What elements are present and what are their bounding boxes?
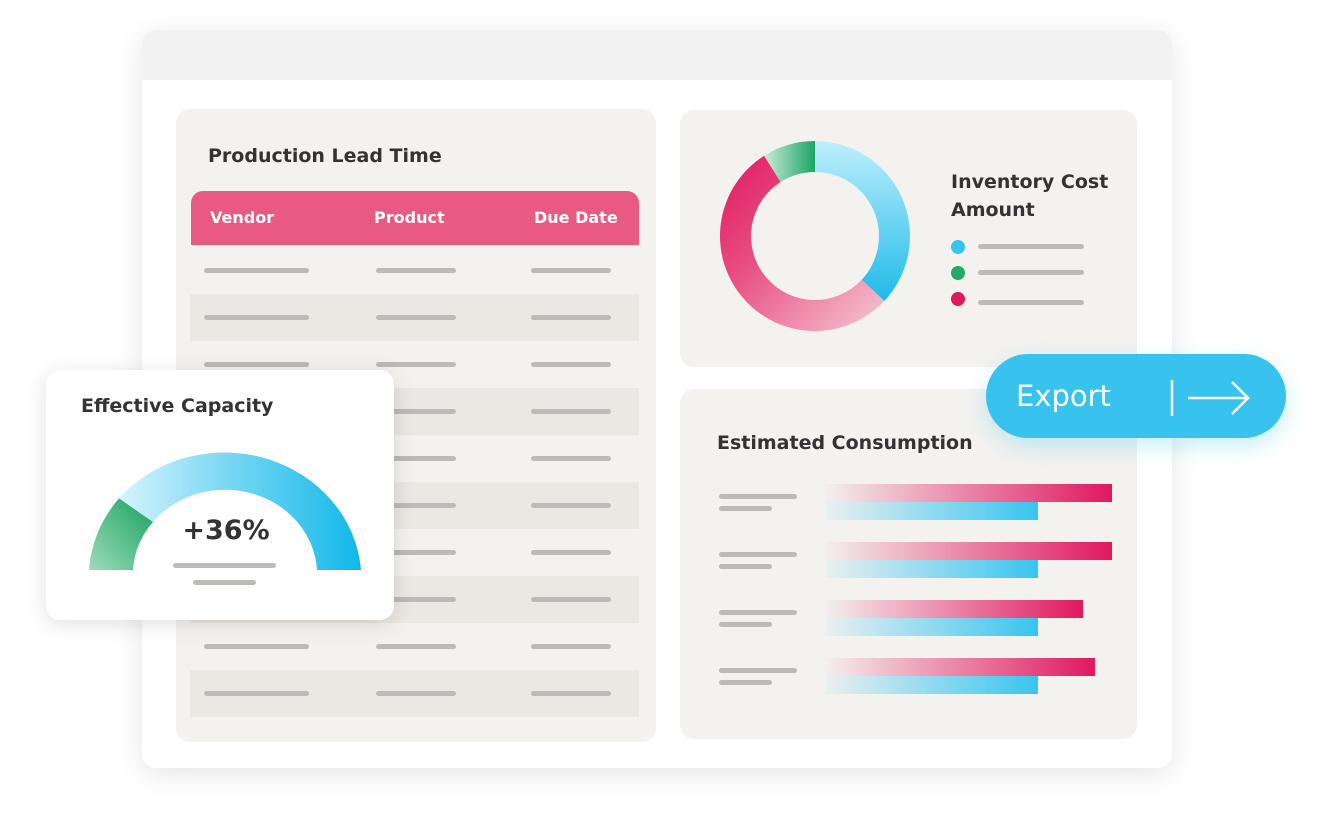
consumption-bar-blue	[826, 618, 1038, 636]
capacity-caption-line1	[173, 563, 276, 568]
table-cell-placeholder	[376, 550, 456, 555]
table-row[interactable]	[190, 341, 639, 388]
donut-segment-green	[764, 141, 815, 182]
table-cell-placeholder	[531, 362, 611, 367]
legend-label-magenta	[978, 300, 1084, 305]
column-header-vendor[interactable]: Vendor	[210, 208, 275, 227]
capacity-caption-line2	[193, 580, 256, 585]
consumption-bar-pink	[826, 600, 1083, 618]
consumption-row-sublabel	[719, 506, 772, 511]
table-cell-placeholder	[376, 597, 456, 602]
table-cell-placeholder	[531, 503, 611, 508]
legend-label-blue	[978, 244, 1084, 249]
table-cell-placeholder	[376, 409, 456, 414]
table-cell-placeholder	[531, 550, 611, 555]
consumption-row-sublabel	[719, 564, 772, 569]
gauge-segment-blue	[119, 452, 361, 570]
table-row[interactable]	[190, 294, 639, 341]
effective-capacity-card: Effective Capacity +36%	[46, 370, 394, 620]
export-button-label: Export	[1016, 379, 1111, 413]
table-cell-placeholder	[376, 456, 456, 461]
table-cell-placeholder	[531, 456, 611, 461]
capacity-value: +36%	[182, 515, 270, 546]
legend-dot-blue	[951, 240, 965, 254]
table-cell-placeholder	[376, 644, 456, 649]
capacity-gauge	[89, 452, 361, 570]
table-cell-placeholder	[376, 315, 456, 320]
legend-dot-green	[951, 266, 965, 280]
table-row[interactable]	[190, 623, 639, 670]
table-cell-placeholder	[204, 691, 309, 696]
consumption-bar-pink	[826, 542, 1112, 560]
table-cell-placeholder	[204, 362, 309, 367]
table-cell-placeholder	[376, 503, 456, 508]
inventory-cost-title-line1: Inventory Cost	[951, 171, 1109, 193]
column-header-product[interactable]: Product	[374, 208, 445, 227]
table-cell-placeholder	[531, 315, 611, 320]
consumption-bar-pink	[826, 658, 1095, 676]
legend-label-green	[978, 270, 1084, 275]
consumption-row-label	[719, 668, 797, 673]
table-header: Vendor Product Due Date	[191, 191, 639, 245]
title-bar	[142, 30, 1172, 80]
export-button[interactable]: Export	[986, 354, 1286, 438]
table-cell-placeholder	[204, 644, 309, 649]
inventory-cost-title-line2: Amount	[951, 199, 1035, 221]
column-header-due-date[interactable]: Due Date	[534, 208, 618, 227]
donut-segment-magenta	[720, 155, 885, 331]
table-cell-placeholder	[531, 691, 611, 696]
consumption-bar-blue	[826, 560, 1038, 578]
consumption-bar-blue	[826, 676, 1038, 694]
consumption-bar-pink	[826, 484, 1112, 502]
table-cell-placeholder	[376, 691, 456, 696]
consumption-row-label	[719, 552, 797, 557]
consumption-row-label	[719, 610, 797, 615]
table-row[interactable]	[190, 247, 639, 294]
consumption-bar-blue	[826, 502, 1038, 520]
legend-dot-magenta	[951, 292, 965, 306]
table-cell-placeholder	[376, 268, 456, 273]
table-cell-placeholder	[531, 644, 611, 649]
inventory-donut-chart	[720, 141, 910, 331]
effective-capacity-title: Effective Capacity	[81, 395, 274, 417]
table-cell-placeholder	[376, 362, 456, 367]
inventory-cost-title: Inventory Cost Amount	[951, 168, 1108, 224]
consumption-row-sublabel	[719, 680, 772, 685]
table-cell-placeholder	[204, 315, 309, 320]
estimated-consumption-title: Estimated Consumption	[717, 432, 973, 454]
donut-segment-blue	[815, 141, 910, 302]
table-cell-placeholder	[204, 268, 309, 273]
gauge-segment-green	[89, 498, 153, 570]
table-cell-placeholder	[531, 409, 611, 414]
table-cell-placeholder	[531, 268, 611, 273]
export-arrow-icon	[1170, 380, 1250, 416]
consumption-row-label	[719, 494, 797, 499]
production-lead-time-title: Production Lead Time	[208, 145, 442, 167]
consumption-row-sublabel	[719, 622, 772, 627]
table-row[interactable]	[190, 670, 639, 717]
table-cell-placeholder	[531, 597, 611, 602]
